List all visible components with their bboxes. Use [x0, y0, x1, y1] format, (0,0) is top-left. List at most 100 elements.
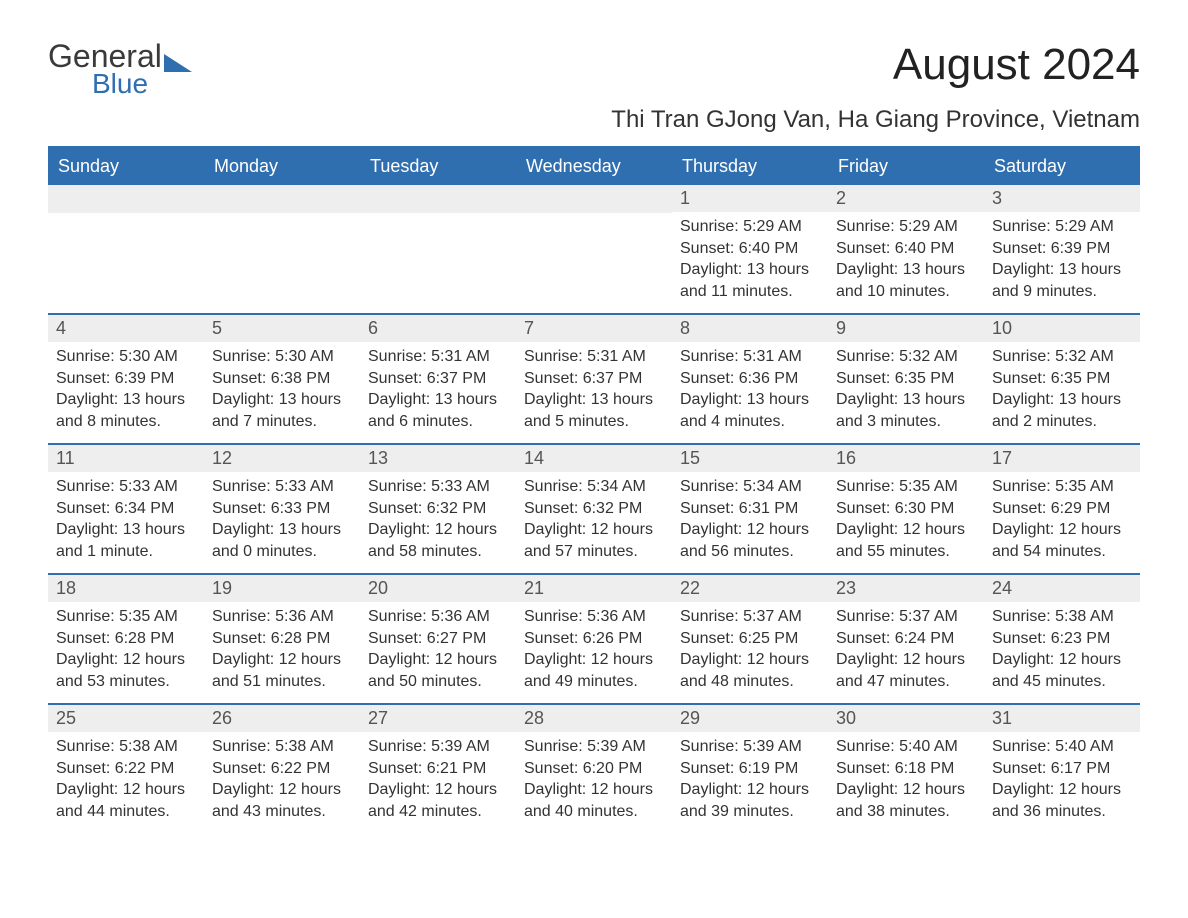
sunrise-line: Sunrise: 5:33 AM [368, 476, 508, 498]
calendar-cell [516, 185, 672, 313]
day-details: Sunrise: 5:37 AMSunset: 6:25 PMDaylight:… [672, 602, 828, 700]
sunrise-line: Sunrise: 5:30 AM [56, 346, 196, 368]
sunrise-line: Sunrise: 5:33 AM [212, 476, 352, 498]
sunset-line: Sunset: 6:31 PM [680, 498, 820, 520]
brand-logo: General Blue [48, 40, 192, 100]
calendar-cell: 15 Sunrise: 5:34 AMSunset: 6:31 PMDayligh… [672, 445, 828, 573]
day-details: Sunrise: 5:38 AMSunset: 6:23 PMDaylight:… [984, 602, 1140, 700]
day-number: 2 [828, 185, 984, 212]
day-number: 26 [204, 705, 360, 732]
day-details: Sunrise: 5:30 AMSunset: 6:39 PMDaylight:… [48, 342, 204, 440]
sunset-line: Sunset: 6:19 PM [680, 758, 820, 780]
daylight-line: Daylight: 12 hours and 45 minutes. [992, 649, 1132, 692]
calendar-cell: 23Sunrise: 5:37 AMSunset: 6:24 PMDayligh… [828, 575, 984, 703]
sunrise-line: Sunrise: 5:35 AM [836, 476, 976, 498]
day-number: 16 [828, 445, 984, 472]
day-header: Tuesday [360, 148, 516, 185]
sunset-line: Sunset: 6:28 PM [56, 628, 196, 650]
daylight-line: Daylight: 13 hours and 3 minutes. [836, 389, 976, 432]
daylight-line: Daylight: 12 hours and 53 minutes. [56, 649, 196, 692]
day-number: 28 [516, 705, 672, 732]
day-number: 20 [360, 575, 516, 602]
calendar-cell: 25Sunrise: 5:38 AMSunset: 6:22 PMDayligh… [48, 705, 204, 833]
sunset-line: Sunset: 6:40 PM [836, 238, 976, 260]
day-details: Sunrise: 5:35 AMSunset: 6:29 PMDaylight:… [984, 472, 1140, 570]
calendar-cell: 27Sunrise: 5:39 AMSunset: 6:21 PMDayligh… [360, 705, 516, 833]
day-details: Sunrise: 5:40 AMSunset: 6:17 PMDaylight:… [984, 732, 1140, 830]
calendar-cell: 20Sunrise: 5:36 AMSunset: 6:27 PMDayligh… [360, 575, 516, 703]
day-number: 15 [672, 445, 828, 472]
day-number: 17 [984, 445, 1140, 472]
calendar-cell [204, 185, 360, 313]
sunrise-line: Sunrise: 5:34 AM [680, 476, 820, 498]
calendar-cell: 16Sunrise: 5:35 AMSunset: 6:30 PMDayligh… [828, 445, 984, 573]
calendar-cell: 21Sunrise: 5:36 AMSunset: 6:26 PMDayligh… [516, 575, 672, 703]
sunrise-line: Sunrise: 5:32 AM [836, 346, 976, 368]
day-details: Sunrise: 5:35 AMSunset: 6:30 PMDaylight:… [828, 472, 984, 570]
calendar-week: 4Sunrise: 5:30 AMSunset: 6:39 PMDaylight… [48, 313, 1140, 443]
daylight-line: Daylight: 13 hours and 6 minutes. [368, 389, 508, 432]
day-details: Sunrise: 5:36 AMSunset: 6:27 PMDaylight:… [360, 602, 516, 700]
calendar-cell: 10Sunrise: 5:32 AMSunset: 6:35 PMDayligh… [984, 315, 1140, 443]
sunrise-line: Sunrise: 5:32 AM [992, 346, 1132, 368]
day-details: Sunrise: 5:31 AMSunset: 6:37 PMDaylight:… [360, 342, 516, 440]
daylight-line: Daylight: 12 hours and 40 minutes. [524, 779, 664, 822]
calendar-cell: 5Sunrise: 5:30 AMSunset: 6:38 PMDaylight… [204, 315, 360, 443]
calendar-week: 11Sunrise: 5:33 AMSunset: 6:34 PMDayligh… [48, 443, 1140, 573]
calendar-cell: 4Sunrise: 5:30 AMSunset: 6:39 PMDaylight… [48, 315, 204, 443]
sunset-line: Sunset: 6:17 PM [992, 758, 1132, 780]
day-details: Sunrise: 5:37 AMSunset: 6:24 PMDaylight:… [828, 602, 984, 700]
sunset-line: Sunset: 6:24 PM [836, 628, 976, 650]
daylight-line: Daylight: 13 hours and 1 minute. [56, 519, 196, 562]
sunrise-line: Sunrise: 5:29 AM [992, 216, 1132, 238]
sunset-line: Sunset: 6:33 PM [212, 498, 352, 520]
sunset-line: Sunset: 6:32 PM [368, 498, 508, 520]
daylight-line: Daylight: 12 hours and 51 minutes. [212, 649, 352, 692]
sunset-line: Sunset: 6:23 PM [992, 628, 1132, 650]
location-subtitle: Thi Tran GJong Van, Ha Giang Province, V… [48, 106, 1140, 134]
calendar-cell: 14Sunrise: 5:34 AMSunset: 6:32 PMDayligh… [516, 445, 672, 573]
daylight-line: Daylight: 12 hours and 42 minutes. [368, 779, 508, 822]
daylight-line: Daylight: 13 hours and 9 minutes. [992, 259, 1132, 302]
day-header: Friday [828, 148, 984, 185]
sunrise-line: Sunrise: 5:36 AM [368, 606, 508, 628]
calendar-cell: 2Sunrise: 5:29 AMSunset: 6:40 PMDaylight… [828, 185, 984, 313]
sunrise-line: Sunrise: 5:34 AM [524, 476, 664, 498]
day-details: Sunrise: 5:31 AMSunset: 6:36 PMDaylight:… [672, 342, 828, 440]
day-details: Sunrise: 5:39 AMSunset: 6:19 PMDaylight:… [672, 732, 828, 830]
sunset-line: Sunset: 6:18 PM [836, 758, 976, 780]
day-header: Sunday [48, 148, 204, 185]
day-number: 22 [672, 575, 828, 602]
calendar: SundayMondayTuesdayWednesdayThursdayFrid… [48, 146, 1140, 833]
day-number-bar [204, 185, 360, 213]
sunrise-line: Sunrise: 5:38 AM [992, 606, 1132, 628]
day-header: Monday [204, 148, 360, 185]
sunset-line: Sunset: 6:39 PM [56, 368, 196, 390]
header: General Blue August 2024 [48, 40, 1140, 100]
day-number: 25 [48, 705, 204, 732]
calendar-cell: 6Sunrise: 5:31 AMSunset: 6:37 PMDaylight… [360, 315, 516, 443]
calendar-cell: 3Sunrise: 5:29 AMSunset: 6:39 PMDaylight… [984, 185, 1140, 313]
day-details: Sunrise: 5:33 AMSunset: 6:34 PMDaylight:… [48, 472, 204, 570]
day-details: Sunrise: 5:39 AMSunset: 6:20 PMDaylight:… [516, 732, 672, 830]
sunset-line: Sunset: 6:39 PM [992, 238, 1132, 260]
sunrise-line: Sunrise: 5:29 AM [836, 216, 976, 238]
sunset-line: Sunset: 6:34 PM [56, 498, 196, 520]
calendar-cell: 12Sunrise: 5:33 AMSunset: 6:33 PMDayligh… [204, 445, 360, 573]
daylight-line: Daylight: 12 hours and 47 minutes. [836, 649, 976, 692]
calendar-cell: 22Sunrise: 5:37 AMSunset: 6:25 PMDayligh… [672, 575, 828, 703]
calendar-cell: 8Sunrise: 5:31 AMSunset: 6:36 PMDaylight… [672, 315, 828, 443]
calendar-cell: 7Sunrise: 5:31 AMSunset: 6:37 PMDaylight… [516, 315, 672, 443]
sunset-line: Sunset: 6:28 PM [212, 628, 352, 650]
day-number: 5 [204, 315, 360, 342]
calendar-cell: 18Sunrise: 5:35 AMSunset: 6:28 PMDayligh… [48, 575, 204, 703]
brand-text-2: Blue [92, 68, 192, 100]
day-number: 21 [516, 575, 672, 602]
daylight-line: Daylight: 13 hours and 4 minutes. [680, 389, 820, 432]
day-details: Sunrise: 5:39 AMSunset: 6:21 PMDaylight:… [360, 732, 516, 830]
sunset-line: Sunset: 6:27 PM [368, 628, 508, 650]
daylight-line: Daylight: 12 hours and 56 minutes. [680, 519, 820, 562]
day-number: 29 [672, 705, 828, 732]
day-details: Sunrise: 5:38 AMSunset: 6:22 PMDaylight:… [48, 732, 204, 830]
daylight-line: Daylight: 13 hours and 0 minutes. [212, 519, 352, 562]
